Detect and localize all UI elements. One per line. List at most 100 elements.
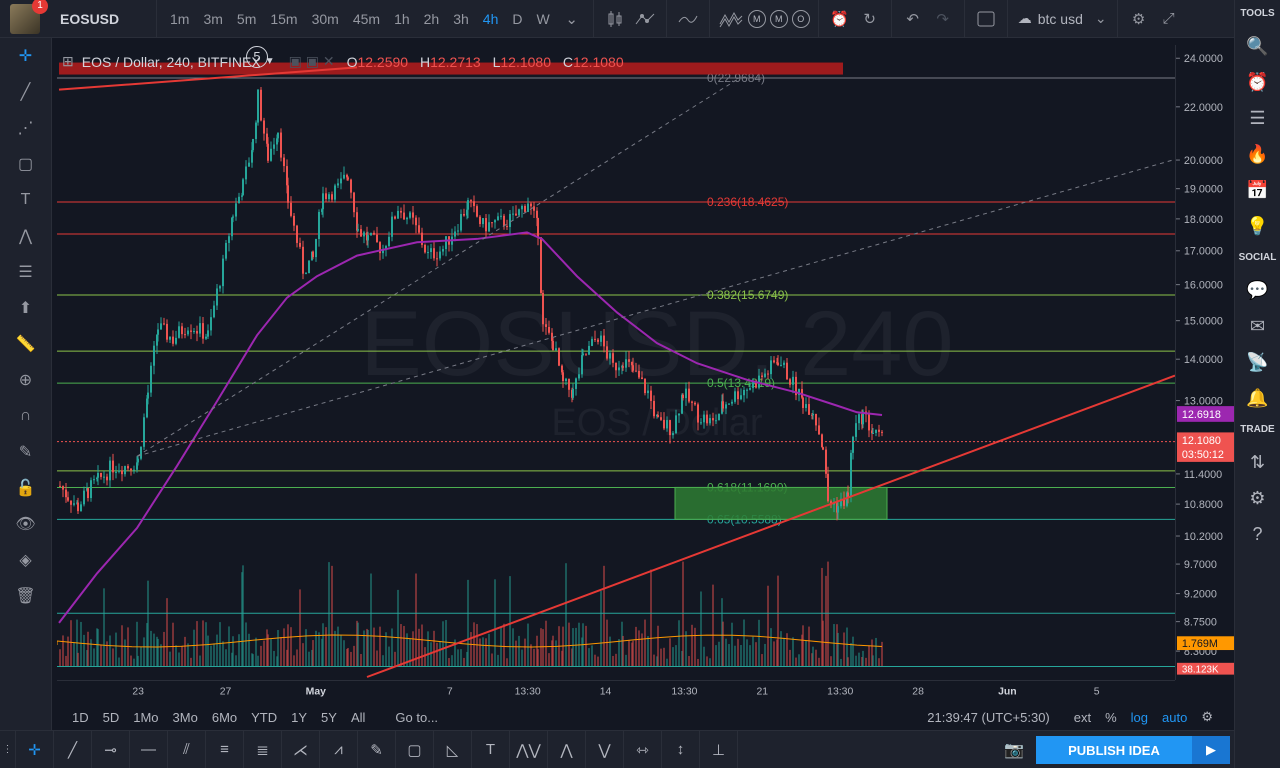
indicator-o-icon[interactable]: O [791,9,810,28]
interval-1h[interactable]: 1h [394,10,410,27]
watchlist-search-icon[interactable]: 🔍 [1246,35,1269,56]
alert-clock-icon[interactable]: ⏰ [830,10,850,28]
lines-icon[interactable]: ≡ [206,730,244,768]
text-icon[interactable]: T [20,191,31,208]
fullscreen-rect-icon[interactable] [971,4,1001,34]
clock[interactable]: 21:39:47 (UTC+5:30) [927,709,1050,725]
compare-symbol[interactable]: ☁ btc usd ⌄ [1018,10,1107,27]
horizontal-ray-icon[interactable]: ⊸ [92,730,130,768]
chart-style-icon[interactable] [630,4,660,34]
redo-icon[interactable]: ↷ [936,10,949,28]
ext-toggle[interactable]: ext [1073,709,1092,725]
text-icon[interactable]: T [472,730,510,768]
crosshair-icon[interactable]: ✛ [18,48,33,65]
pitchfork-icon[interactable]: ⋰ [17,120,34,137]
brush-icon[interactable]: ✎ [358,730,396,768]
interval-1m[interactable]: 1m [170,10,190,27]
drawing-count-badge[interactable]: 5 [246,46,268,68]
ranges-icon[interactable]: ⇿ [624,730,662,768]
chevron-down-icon[interactable]: ▼ [264,56,275,67]
candles-icon[interactable] [600,4,630,34]
avatar[interactable]: 1 [10,0,48,34]
chevron-down-icon[interactable]: ⌄ [565,10,578,28]
interval-5m[interactable]: 5m [236,10,257,27]
price-range-icon[interactable]: ↕ [662,730,700,768]
triangle-icon[interactable]: ◺ [434,730,472,768]
indicator-m-icon[interactable]: M [747,9,766,28]
drag-handle-icon[interactable]: ⋮ [0,730,16,768]
trading-panel-icon[interactable]: ⇅ [1249,451,1266,472]
settings-gear-icon[interactable]: ⚙ [1201,709,1213,724]
trash-icon[interactable]: 🗑 [15,588,36,605]
prediction-icon[interactable]: ☰ [18,264,33,281]
calendar-icon[interactable]: 📅 [1246,179,1269,200]
trend-line-icon[interactable]: ╱ [54,730,92,768]
replay-icon[interactable]: ↻ [863,10,876,28]
hotlist-flame-icon[interactable]: 🔥 [1246,143,1269,164]
trend-line-icon[interactable]: ╱ [20,84,31,101]
interval-30m[interactable]: 30m [311,10,339,27]
fib-icon[interactable]: ≣ [244,730,282,768]
legend-grid-icon[interactable]: ⊞ [62,53,74,69]
log-toggle[interactable]: log [1130,709,1149,725]
arrow-up-icon[interactable]: ⬆ [18,300,33,317]
undo-icon[interactable]: ↶ [906,10,919,28]
rectangle-icon[interactable]: ▢ [17,156,34,173]
eye-icon[interactable]: 👁 [15,516,36,533]
auto-toggle[interactable]: auto [1162,709,1188,725]
line-chart-icon[interactable] [673,4,703,34]
interval-15m[interactable]: 15m [270,10,298,27]
pitchfan-icon[interactable]: ⩘ [320,730,358,768]
price-axis[interactable]: 24.0000 22.0000 20.0000 19.0000 18.0000 17.00… [1175,45,1234,680]
data-window-icon[interactable]: ☰ [1249,107,1266,128]
crosshair-icon[interactable]: ✛ [16,730,54,768]
interval-3h[interactable]: 3h [453,10,469,27]
range-5d[interactable]: 5D [102,709,120,725]
range-1d[interactable]: 1D [72,709,89,725]
range-1mo[interactable]: 1Mo [133,709,159,725]
goto-button[interactable]: Go to... [395,709,439,725]
chat-icon[interactable]: 💬 [1246,279,1269,300]
time-axis[interactable]: 23 27 May 7 13:30 14 13:30 21 13:30 28 Jun 5 [57,680,1175,700]
alarm-icon[interactable]: ⏰ [1246,71,1269,92]
parallel-channel-icon[interactable]: ⫽ [168,730,206,768]
symbol-search[interactable]: EOSUSD [60,10,120,27]
legend-title[interactable]: EOS / Dollar, 240, BITFINEX [81,53,261,70]
interval-2h[interactable]: 2h [423,10,440,27]
help-icon[interactable]: ? [1252,523,1263,544]
camera-icon[interactable]: 📷 [1004,742,1024,759]
range-all[interactable]: All [350,709,366,725]
interval-D[interactable]: D [512,10,523,27]
expand-icon[interactable]: ⤢ [1162,10,1175,27]
drawings[interactable] [57,66,1175,678]
interval-W[interactable]: W [536,10,550,27]
range-ytd[interactable]: YTD [251,709,278,725]
lock-icon[interactable]: 🔓 [15,480,36,497]
fan-icon[interactable]: ⋌ [282,730,320,768]
interval-45m[interactable]: 45m [352,10,381,27]
notifications-bell-icon[interactable]: 🔔 [1246,387,1269,408]
layers-icon[interactable]: ◈ [19,552,32,569]
interval-3m[interactable]: 3m [203,10,223,27]
indicator-m2-icon[interactable]: M [769,9,788,28]
abcd-pattern-icon[interactable]: ⋀ [548,730,586,768]
interval-4h[interactable]: 4h [482,10,499,27]
percent-toggle[interactable]: % [1105,709,1117,725]
horizontal-line-icon[interactable]: — [130,730,168,768]
streams-icon[interactable]: 📡 [1246,351,1269,372]
ideas-bulb-icon[interactable]: 💡 [1246,215,1269,236]
private-chat-icon[interactable]: ✉ [1249,315,1266,336]
rectangle-icon[interactable]: ▢ [396,730,434,768]
price-chart[interactable]: EOSUSD, 240 EOS / Dollar 0(22.9684)0.236… [57,45,1175,680]
elliott-wave-icon[interactable]: ⋀⋁ [510,730,548,768]
range-3mo[interactable]: 3Mo [172,709,198,725]
range-5y[interactable]: 5Y [321,709,337,725]
anchored-line-icon[interactable]: ⊥ [700,730,738,768]
legend-buttons[interactable]: ▣ ▣ ✕ [288,53,335,69]
abc-icon[interactable]: ⋁ [586,730,624,768]
pattern-icon[interactable]: ⋀ [18,228,33,245]
play-icon[interactable]: ▶ [1192,736,1230,764]
ruler-icon[interactable]: 📏 [15,336,36,353]
gear-icon[interactable]: ⚙ [1131,10,1146,28]
indicators-icon[interactable] [716,4,746,34]
